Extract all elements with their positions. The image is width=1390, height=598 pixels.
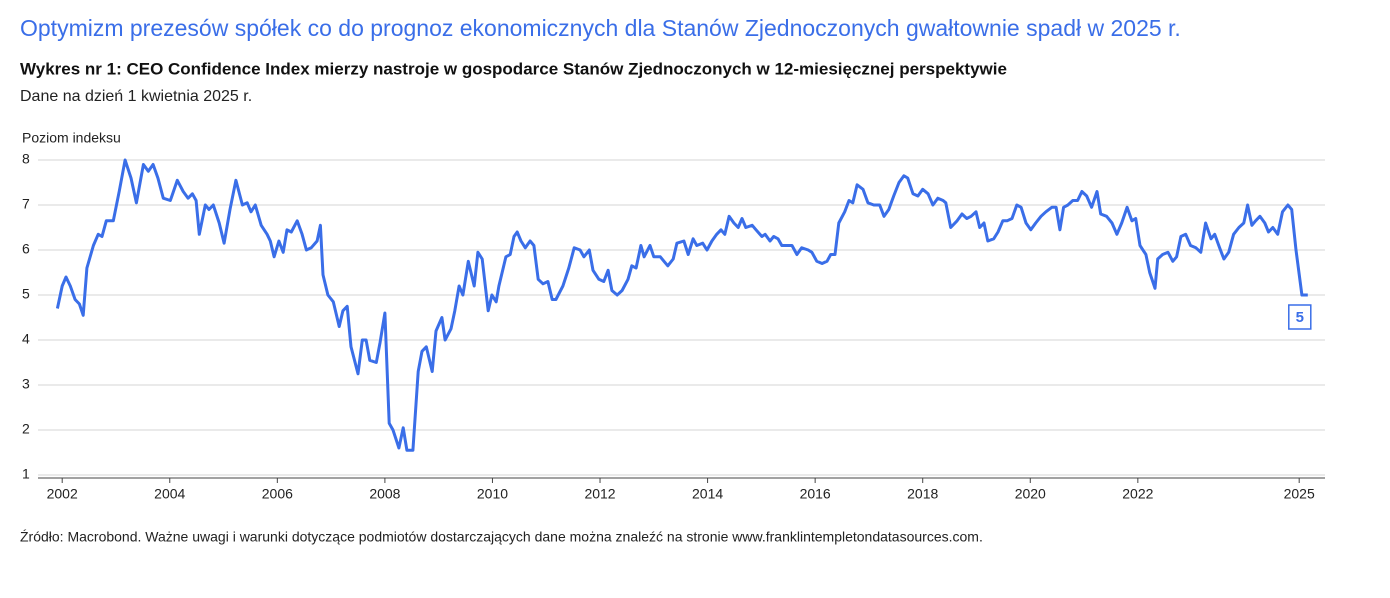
x-tick-label: 2014 <box>692 486 723 502</box>
chart-note: Dane na dzień 1 kwietnia 2025 r. <box>20 88 252 105</box>
line <box>55 158 1308 452</box>
x-tick-label: 2002 <box>47 486 78 502</box>
chart-title: Optymizm prezesów spółek co do prognoz e… <box>20 15 1181 41</box>
y-tick-label: 3 <box>22 376 30 392</box>
y-tick-label: 4 <box>22 331 30 347</box>
value-label: 5 <box>1296 309 1304 326</box>
x-tick-label: 2022 <box>1122 486 1153 502</box>
x-tick-label: 2008 <box>369 486 400 502</box>
x-tick-label: 2020 <box>1015 486 1046 502</box>
source: Źródło: Macrobond. Ważne uwagi i warunki… <box>20 529 983 545</box>
x-tick-label: 2018 <box>907 486 938 502</box>
x-tick-label: 2016 <box>800 486 831 502</box>
x-tick-label: 2012 <box>584 486 615 502</box>
chart-subtitle: Wykres nr 1: CEO Confidence Index mierzy… <box>20 59 1007 78</box>
y-axis-label: Poziom indeksu <box>22 130 121 146</box>
y-tick-label: 1 <box>22 466 30 482</box>
y-tick-label: 7 <box>22 196 30 212</box>
x-tick-label: 2025 <box>1284 486 1315 502</box>
x-tick-label: 2006 <box>262 486 293 502</box>
x-tick-label: 2004 <box>154 486 185 502</box>
y-tick-label: 8 <box>22 151 30 167</box>
y-tick-label: 5 <box>22 286 30 302</box>
value-label-box <box>1288 304 1312 330</box>
y-tick-label: 6 <box>22 241 30 257</box>
y-tick-label: 2 <box>22 421 30 437</box>
x-tick-label: 2010 <box>477 486 508 502</box>
